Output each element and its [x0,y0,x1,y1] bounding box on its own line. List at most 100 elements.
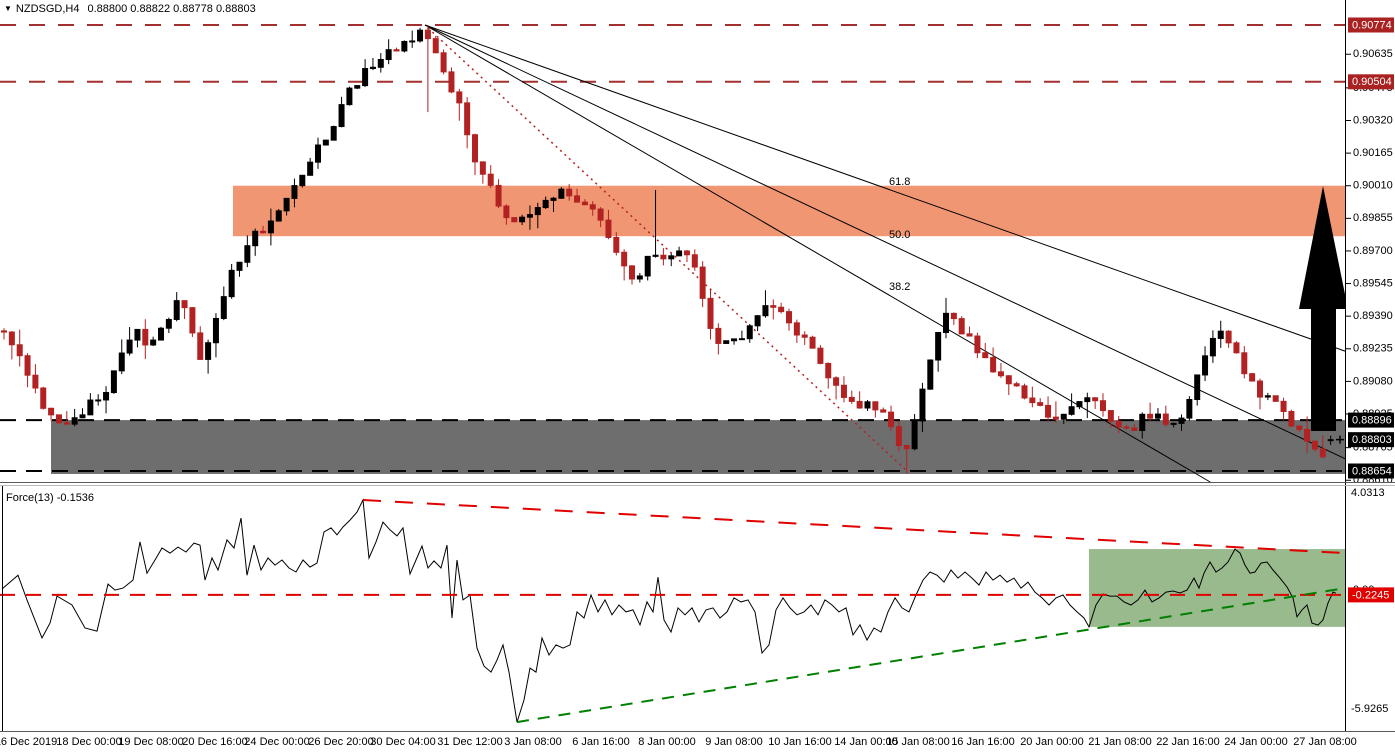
candle-body [32,374,39,389]
candle-body [409,40,416,43]
date-label: 16 Jan 16:00 [951,736,1015,748]
candle-body [346,87,353,106]
candle-body [1139,413,1146,431]
candle-body [1311,440,1318,450]
price-label-box: 0.88803 [1348,432,1394,448]
candle-body [212,317,219,344]
price-label-box-text: 0.88803 [1352,434,1392,446]
candle-body [267,220,274,234]
candle-body [652,254,659,257]
candle-body [943,312,949,333]
price-tick-label: 0.90010 [1353,180,1393,192]
candle-body [683,250,690,256]
candle-body [40,387,47,409]
candle-body [1194,374,1201,400]
price-tick-label: 0.89700 [1353,245,1393,257]
candle-body [589,204,596,210]
candle-body [762,305,769,317]
candle-body [1170,422,1177,425]
fib-fan-label-618: 61.8 [889,176,911,188]
price-label-box-text: 0.90504 [1352,76,1392,88]
candle-body [935,331,942,361]
price-label-box-bg [1348,432,1394,448]
candle-body [809,336,816,349]
force-trendline-red [362,499,1346,555]
candle-body [526,214,533,218]
candle-body [605,219,612,238]
indicator-level-box-text: -0.2245 [1352,589,1389,601]
candle-body [1209,337,1216,357]
indicator-scale-min: -5.9265 [1351,703,1389,715]
price-label-box: 0.90504 [1348,74,1394,90]
price-label-box: 0.88896 [1348,412,1394,428]
date-label: 26 Dec 20:00 [308,736,373,748]
price-label-box-bg [1348,463,1394,479]
candle-body [275,210,282,222]
candle-body [990,357,997,373]
candle-body [322,139,329,146]
candle-body [629,265,635,280]
candle-body [1084,397,1091,403]
candle-body [848,396,855,402]
date-label: 6 Jan 16:00 [572,736,630,748]
price-tick-label: 0.90165 [1353,147,1393,159]
date-label: 21 Jan 08:00 [1088,736,1152,748]
candle-body [1068,406,1075,415]
candle-body [864,401,871,409]
price-tick-label: 0.89235 [1353,343,1393,355]
candle-body [660,254,667,260]
candle-body [158,327,164,341]
candle-body [872,401,879,411]
candle-body [597,208,604,221]
candle-body [519,216,526,223]
price-tick-label: 0.90635 [1353,48,1393,60]
candle-body [919,388,926,422]
price-label-box-text: 0.88654 [1352,465,1392,477]
candle-body [472,134,478,163]
fib-fan-line [424,24,1346,352]
date-label: 10 Jan 16:00 [768,736,832,748]
candle-body [503,205,510,219]
candle-body [778,306,785,313]
candle-body [283,197,290,212]
symbol-marker-icon: ▼ [4,4,12,13]
candle-body [448,71,455,93]
candle-body [950,312,957,320]
candle-body [307,161,314,176]
candle-body [1147,413,1154,419]
candle-body [817,347,824,364]
date-label: 16 Dec 2019 [0,736,57,748]
candle-body [440,52,447,73]
price-label-box-bg [1348,74,1394,90]
price-tick-label: 0.89080 [1353,375,1393,387]
candle-body [110,370,117,394]
force-trendline-green [516,587,1346,724]
candle-body [888,411,895,428]
candle-body [1257,380,1263,398]
candle-body [1249,373,1256,382]
candle-body [511,217,518,223]
candle-body [236,261,243,271]
candle-body [299,174,306,187]
candle-body [574,195,581,203]
candle-body [377,59,384,68]
candle-body [715,327,722,344]
candle-body [79,414,86,419]
buy-arrow [1299,186,1348,431]
candle-body [982,352,989,359]
date-label: 15 Jan 08:00 [886,736,950,748]
candle-body [691,254,698,268]
candle-body [723,340,730,344]
candle-body [825,362,832,379]
candle-body [1296,425,1303,430]
price-label-box: 0.88654 [1348,463,1394,479]
candle-body [903,444,910,450]
candle-body [205,342,212,360]
candle-body [126,339,133,354]
candle-body [401,40,408,52]
force-consolidation-box [1089,549,1345,627]
indicator-pane [0,498,1346,724]
candle-body [424,29,431,40]
candle-body [1202,355,1209,376]
